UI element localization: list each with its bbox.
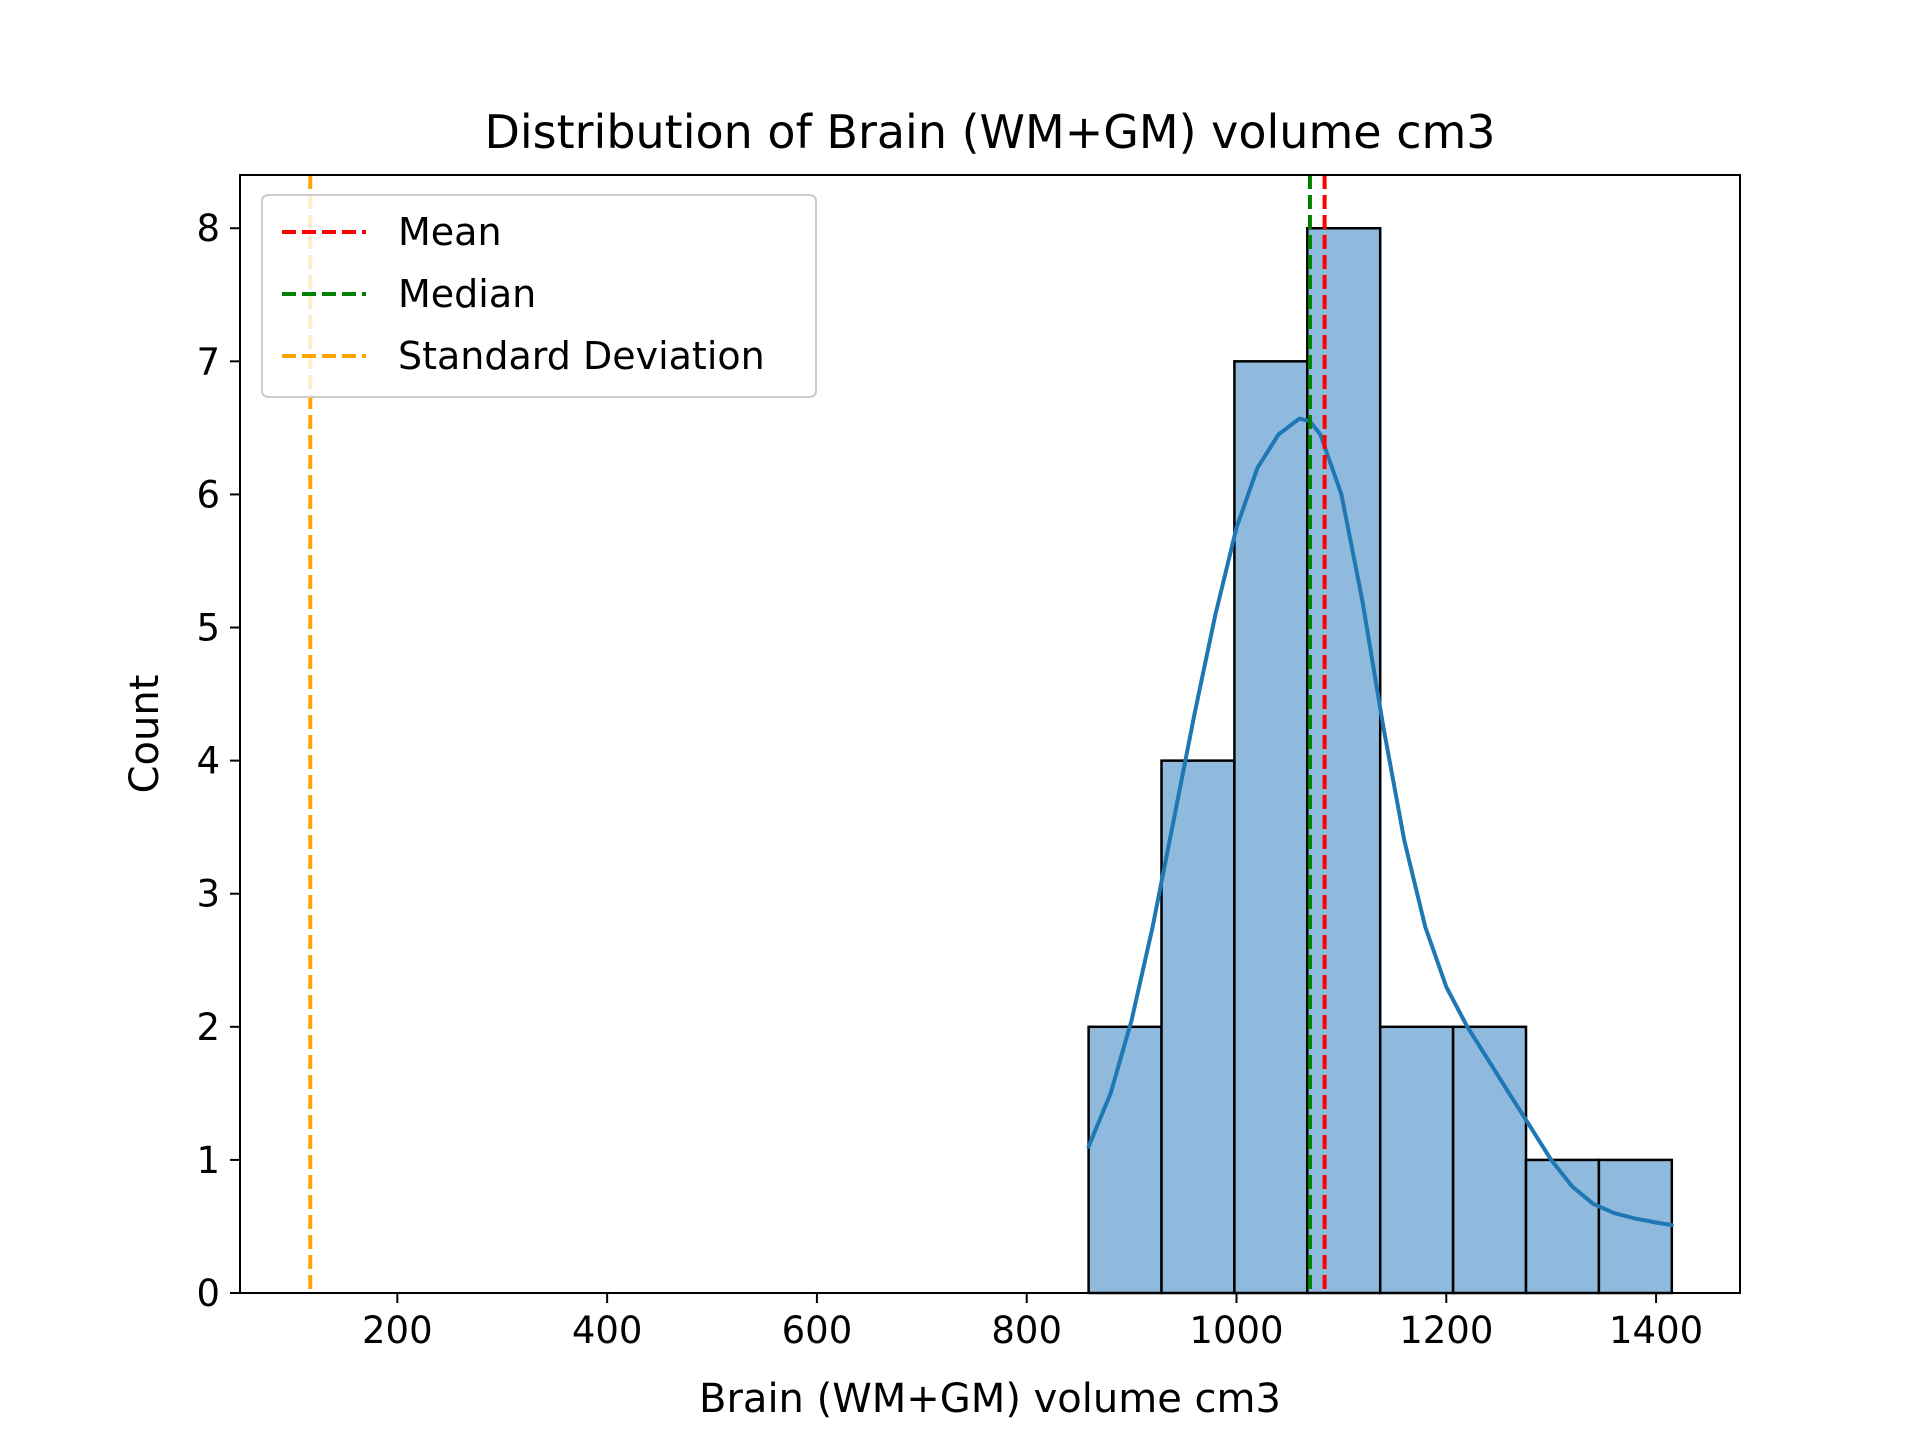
y-tick-label: 3 — [196, 873, 220, 916]
x-axis-label: Brain (WM+GM) volume cm3 — [699, 1376, 1281, 1422]
histogram-bar — [1524, 1158, 1601, 1295]
x-tick-label: 400 — [572, 1309, 643, 1352]
x-tick-label: 600 — [782, 1309, 853, 1352]
histogram-bar — [1160, 759, 1236, 1295]
kde-curve — [1086, 416, 1674, 1228]
y-axis: 0 1 2 3 4 5 6 7 8 — [196, 207, 240, 1315]
legend-label: Standard Deviation — [398, 334, 765, 378]
plot-frame — [239, 174, 1741, 1294]
histogram-bar — [1233, 360, 1309, 1295]
x-axis: 200 400 600 800 1000 1200 1400 — [362, 1293, 1703, 1352]
histogram-bar — [1451, 1025, 1528, 1295]
y-tick-label: 2 — [196, 1006, 220, 1049]
histogram-bar — [1087, 1025, 1163, 1295]
legend-label: Mean — [398, 210, 502, 254]
legend-label: Median — [398, 272, 536, 316]
chart-title: Distribution of Brain (WM+GM) volume cm3 — [484, 105, 1495, 159]
y-tick-label: 5 — [196, 607, 220, 650]
plot-area — [308, 175, 1674, 1295]
legend-box — [261, 194, 817, 398]
histogram-bar — [1378, 1025, 1455, 1295]
y-tick-label: 0 — [196, 1272, 220, 1315]
x-tick-label: 1200 — [1399, 1309, 1493, 1352]
x-tick-label: 200 — [362, 1309, 433, 1352]
histogram-bar — [1306, 226, 1382, 1295]
y-axis-label: Count — [122, 675, 168, 794]
y-tick-label: 7 — [196, 340, 220, 383]
histogram-bar — [1597, 1158, 1674, 1295]
y-tick-label: 1 — [196, 1139, 220, 1182]
y-tick-label: 4 — [196, 740, 220, 783]
y-tick-label: 8 — [196, 207, 220, 250]
x-tick-label: 1400 — [1609, 1309, 1703, 1352]
x-tick-label: 800 — [991, 1309, 1062, 1352]
x-tick-label: 1000 — [1189, 1309, 1283, 1352]
legend: Mean Median Standard Deviation — [261, 194, 817, 398]
y-tick-label: 6 — [196, 473, 220, 516]
